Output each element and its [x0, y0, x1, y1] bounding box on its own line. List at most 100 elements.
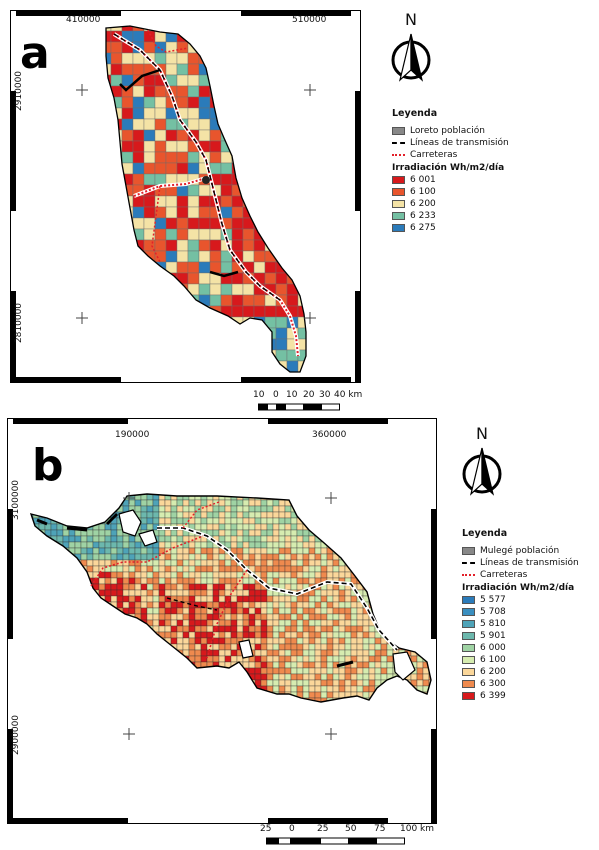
- panel-b-grid-cell: [254, 643, 262, 651]
- panel-b-grid-cell: [422, 517, 430, 525]
- panel-b-grid-cell: [62, 494, 70, 501]
- panel-b-grid-cell: [62, 499, 70, 507]
- panel-a-grid-cell: [187, 349, 200, 362]
- panel-b-grid-cell: [254, 535, 262, 543]
- panel-b-grid-cell: [428, 529, 431, 537]
- panel-b-grid-cell: [296, 499, 304, 507]
- panel-a-grid-cell: [176, 184, 189, 197]
- panel-b-grid-cell: [128, 583, 136, 591]
- panel-a-grid-cell: [309, 163, 320, 174]
- panel-a-scale-label-1: 0: [273, 390, 279, 400]
- panel-a-grid-cell: [198, 228, 211, 241]
- panel-b-grid-cell: [218, 494, 226, 495]
- panel-b-grid-cell: [302, 679, 310, 687]
- panel-b-grid-cell: [338, 535, 346, 543]
- panel-a-grid-cell: [231, 360, 244, 372]
- panel-b-grid-cell: [374, 673, 382, 681]
- panel-b-grid-cell: [266, 511, 274, 519]
- panel-b-grid-cell: [398, 547, 406, 555]
- panel-a-grid-cell: [176, 195, 189, 208]
- panel-b-grid-cell: [176, 565, 184, 573]
- panel-b-grid-cell: [260, 595, 268, 603]
- panel-b-grid-cell: [224, 607, 232, 615]
- panel-b-grid-cell: [320, 619, 328, 627]
- panel-b-grid-cell: [117, 704, 123, 710]
- panel-b-grid-cell: [302, 595, 310, 603]
- panel-b-grid-cell: [134, 499, 142, 507]
- panel-b-grid-cell: [116, 589, 124, 597]
- panel-b-grid-cell: [326, 595, 334, 603]
- panel-b-grid-cell: [266, 571, 274, 579]
- panel-b-coast-thick: [36, 512, 119, 532]
- panel-b-grid-cell: [164, 577, 172, 585]
- panel-b-transmission-main: [157, 527, 398, 651]
- panel-a-grid-cell: [242, 41, 255, 54]
- panel-a-grid-cell: [106, 360, 112, 372]
- panel-b-grid-cell: [92, 637, 100, 645]
- panel-b-grid-cell: [104, 494, 112, 501]
- panel-b-grid-cell: [201, 704, 207, 710]
- panel-a-grid-cell: [242, 26, 255, 32]
- panel-b-grid-cell: [435, 518, 437, 524]
- panel-b-grid-cell: [230, 691, 238, 699]
- panel-b-grid-cell: [356, 697, 364, 702]
- panel-a-grid-cell: [220, 107, 233, 120]
- panel-a-grid-cell: [198, 30, 211, 43]
- panel-b-grid-cell: [248, 577, 256, 585]
- panel-b-grid-cell: [176, 697, 184, 702]
- panel-b-grid-cell: [362, 691, 370, 699]
- panel-b-grid-cell: [326, 565, 334, 573]
- panel-b-grid-cell: [380, 517, 388, 525]
- panel-b-grid-cell: [309, 704, 315, 710]
- panel-b-grid-cell: [68, 655, 76, 663]
- panel-a-scale-bar: [258, 403, 340, 411]
- panel-b-grid-cell: [56, 529, 64, 537]
- panel-b-grid-cell: [362, 649, 370, 657]
- panel-a-grid-cell: [143, 272, 156, 285]
- panel-b-grid-cell: [272, 697, 280, 702]
- panel-a-grid-cell: [143, 74, 156, 87]
- panel-a-grid-cell: [275, 371, 288, 372]
- panel-b-grid-cell: [32, 625, 40, 633]
- panel-b-grid-cell: [44, 565, 52, 573]
- panel-b-grid-cell: [326, 679, 334, 687]
- panel-a-grid-cell: [264, 140, 277, 153]
- panel-b-grid-cell: [32, 619, 40, 627]
- panel-b-grid-cell: [338, 619, 346, 627]
- panel-b-grid-cell: [200, 673, 208, 681]
- panel-b-grid-cell: [32, 553, 40, 561]
- panel-b-grid-cell: [308, 494, 316, 501]
- panel-b-grid-cell: [32, 529, 40, 537]
- panel-a-grid-cell: [242, 129, 255, 142]
- panel-a-grid-cell: [242, 371, 255, 372]
- panel-b-grid-cell: [422, 494, 430, 501]
- panel-a-grid-cell: [110, 338, 123, 351]
- panel-a-grid-cell: [121, 360, 134, 372]
- panel-a-grid-cell: [154, 228, 167, 241]
- panel-b-grid-cell: [86, 494, 94, 495]
- panel-b-grid-cell: [392, 685, 400, 693]
- panel-b-grid-cell: [176, 511, 184, 519]
- panel-b-grid-cell: [80, 667, 88, 675]
- panel-b-grid-cell: [32, 637, 40, 645]
- panel-b-grid-cell: [344, 613, 352, 621]
- panel-b-grid-cell: [362, 547, 370, 555]
- panel-a-grid-cell: [231, 52, 244, 65]
- panel-b-grid-cell: [206, 523, 214, 531]
- panel-b-grid-cell: [224, 619, 232, 627]
- panel-b-grid-cell: [398, 517, 406, 525]
- panel-b-grid-cell: [44, 601, 52, 609]
- panel-b-grid-cell: [242, 583, 250, 591]
- panel-b-grid-cell: [44, 494, 52, 501]
- panel-b-grid-cell: [326, 667, 334, 675]
- panel-a-grid-cell: [110, 228, 123, 241]
- panel-b-grid-cell: [338, 529, 346, 537]
- panel-b-grid-cell: [140, 494, 148, 495]
- panel-b-legend-class-label: 6 100: [480, 654, 506, 665]
- panel-b-grid-cell: [56, 679, 64, 687]
- panel-b-grid-cell: [164, 601, 172, 609]
- panel-a-grid-cell: [209, 360, 222, 372]
- panel-b-grid-cell: [152, 607, 160, 615]
- panel-b-grid-cell: [248, 625, 256, 633]
- panel-b-grid-cell: [296, 553, 304, 561]
